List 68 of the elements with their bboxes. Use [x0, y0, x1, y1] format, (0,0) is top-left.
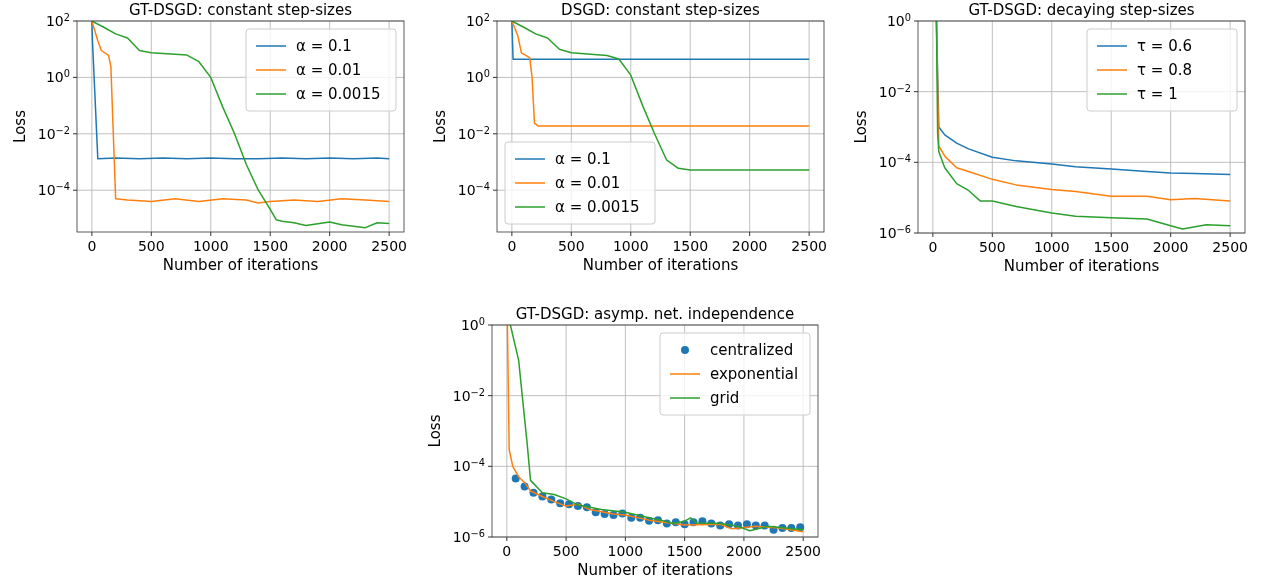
legend-label: α = 0.0015 — [296, 85, 381, 103]
legend-label: grid — [710, 389, 740, 407]
x-tick-label: 500 — [978, 239, 1006, 255]
y-tick-label: 10$^{0}$ — [465, 67, 490, 86]
x-tick-label: 2000 — [731, 238, 768, 254]
y-tick-label: 10$^{−6}$ — [878, 223, 911, 241]
y-tick-label: 10$^{−2}$ — [457, 124, 490, 142]
y-tick-label: 10$^{−2}$ — [37, 124, 70, 142]
chart-title: GT-DSGD: asymp. net. independence — [515, 305, 795, 323]
y-axis-title: Loss — [11, 109, 29, 143]
y-tick-label: 10$^{0}$ — [45, 67, 70, 86]
x-tick-label: 2500 — [791, 238, 827, 254]
x-tick-label: 0 — [928, 239, 938, 255]
x-tick-label: 2500 — [371, 238, 407, 254]
y-tick-label: 10$^{−2}$ — [452, 386, 485, 404]
x-tick-label: 2500 — [785, 543, 821, 559]
y-tick-label: 10$^{2}$ — [465, 11, 490, 29]
x-axis-title: Number of iterations — [162, 256, 319, 274]
y-tick-label: 10$^{0}$ — [886, 11, 911, 29]
legend-label: α = 0.0015 — [555, 198, 640, 216]
line-series — [91, 21, 390, 160]
y-axis-title: Loss — [431, 109, 449, 143]
chart-title: GT-DSGD: decaying step-sizes — [968, 1, 1195, 19]
point — [511, 474, 520, 483]
x-tick-label: 1000 — [1033, 239, 1070, 255]
legend-label: centralized — [710, 341, 794, 359]
y-tick-label: 10$^{−4}$ — [452, 456, 485, 475]
line-series — [511, 21, 810, 127]
y-tick-label: 10$^{−4}$ — [37, 180, 70, 199]
x-tick-label: 1000 — [607, 543, 644, 559]
x-tick-label: 500 — [552, 543, 580, 559]
x-tick-label: 1500 — [666, 543, 703, 559]
y-axis-title: Loss — [852, 110, 870, 144]
y-tick-label: 10$^{−6}$ — [452, 527, 485, 545]
legend-label: τ = 1 — [1137, 85, 1178, 103]
x-tick-label: 0 — [502, 543, 512, 559]
x-tick-label: 0 — [87, 238, 97, 254]
x-tick-label: 1000 — [612, 238, 649, 254]
legend-label: α = 0.1 — [296, 37, 352, 55]
legend-label: α = 0.01 — [296, 61, 362, 79]
y-tick-label: 10$^{−2}$ — [878, 82, 911, 100]
legend-label: α = 0.01 — [555, 174, 621, 192]
x-tick-label: 1500 — [252, 238, 289, 254]
y-axis-title: Loss — [426, 414, 444, 448]
y-tick-label: 10$^{2}$ — [45, 11, 70, 29]
legend-label: exponential — [710, 365, 799, 383]
x-tick-label: 2000 — [311, 238, 348, 254]
legend-label: τ = 0.8 — [1137, 61, 1192, 79]
x-tick-label: 2000 — [1152, 239, 1189, 255]
x-tick-label: 1000 — [192, 238, 229, 254]
x-tick-label: 2000 — [726, 543, 762, 559]
chart-title: DSGD: constant step-sizes — [561, 1, 761, 19]
x-axis-title: Number of iterations — [582, 256, 739, 274]
legend-label: α = 0.1 — [555, 150, 611, 168]
x-tick-label: 500 — [557, 238, 585, 254]
legend-label: τ = 0.6 — [1137, 37, 1192, 55]
y-tick-label: 10$^{0}$ — [460, 315, 485, 333]
x-tick-label: 1500 — [672, 238, 709, 254]
x-axis-title: Number of iterations — [1003, 257, 1160, 275]
x-tick-label: 1500 — [1093, 239, 1130, 255]
x-axis-title: Number of iterations — [577, 561, 733, 579]
chart-title: GT-DSGD: constant step-sizes — [128, 1, 353, 19]
line-series — [511, 21, 810, 171]
x-tick-label: 2500 — [1212, 239, 1248, 255]
x-tick-label: 500 — [137, 238, 165, 254]
x-tick-label: 0 — [507, 238, 517, 254]
y-tick-label: 10$^{−4}$ — [878, 152, 911, 171]
y-tick-label: 10$^{−4}$ — [457, 180, 490, 199]
